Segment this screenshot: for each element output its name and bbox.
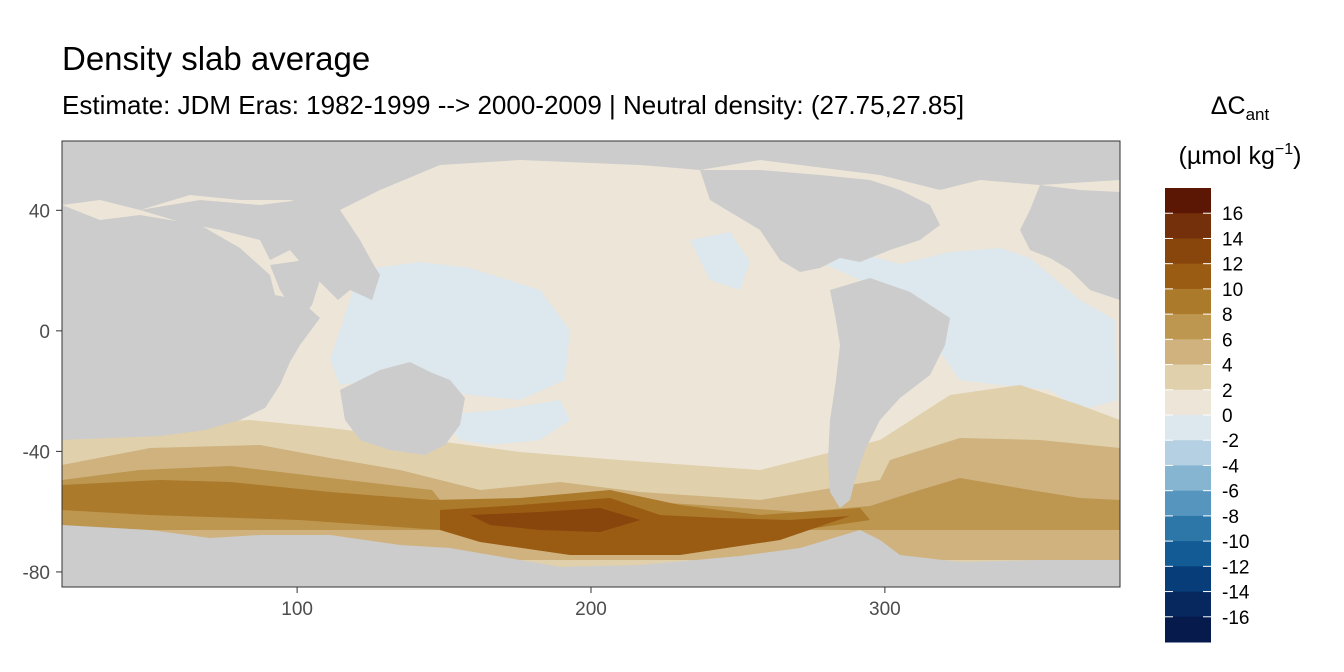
legend-swatch [1165,541,1211,567]
legend-break-label: 4 [1222,356,1233,377]
x-tick-label: 200 [575,599,607,620]
legend-break-label: -16 [1222,608,1249,629]
y-tick-label: -80 [23,563,50,584]
x-tick-label: 300 [869,599,901,620]
legend-title: ΔCant [1211,92,1270,124]
legend-break-label: 12 [1222,255,1243,276]
field-negative-atlantic [800,232,1118,410]
legend-break-label: 16 [1222,204,1243,225]
land-africa [62,205,320,440]
legend-break-label: -14 [1222,583,1250,604]
legend-swatch [1165,364,1211,391]
legend-swatch [1165,440,1211,466]
land-arctic [62,141,1120,210]
y-tick-label: 0 [39,322,50,343]
y-tick-label: 40 [29,201,50,222]
legend-break-label: -4 [1222,456,1239,477]
legend-break-label: -12 [1222,557,1249,578]
land-australia [340,362,465,455]
legend-swatch [1165,238,1211,265]
legend-swatch [1165,415,1211,441]
legend-break-label: 8 [1222,305,1233,326]
land-greenland [1000,141,1090,178]
legend: ΔCant (µmol kg−1) 16 14 12 10 8 6 4 2 0 -2 -4 -6 -8 -10… [1165,92,1301,643]
field-negative-north-pacific [690,232,750,290]
y-tick-label: -40 [23,442,50,463]
legend-unit-sup: −1 [1275,141,1293,158]
legend-swatch [1165,213,1211,239]
legend-swatch [1165,288,1211,315]
chart-title: Density slab average [62,40,371,77]
legend-break-label: 6 [1222,330,1233,351]
legend-swatch [1165,314,1211,340]
legend-swatch [1165,263,1211,290]
field-negative-south-pacific [440,400,570,445]
legend-break-label: 0 [1222,406,1233,427]
legend-unit-pre: (µmol kg [1179,142,1275,170]
legend-swatch [1165,188,1211,214]
map-layers [62,141,1120,587]
legend-break-label: 10 [1222,280,1243,301]
field-negative-west-pacific [330,262,570,400]
legend-break-label: 2 [1222,381,1233,402]
chart-subtitle: Estimate: JDM Eras: 1982-1999 --> 2000-2… [62,90,965,120]
land-antarctica [62,525,1120,587]
legend-break-label: -6 [1222,482,1239,503]
legend-unit-post: ) [1293,142,1301,170]
legend-swatch [1165,591,1211,618]
land-north-america [700,170,940,272]
legend-swatch [1165,566,1211,593]
legend-swatch [1165,515,1211,542]
field-twelve-to-fourteen-south [470,508,640,532]
legend-unit: (µmol kg−1) [1179,141,1302,170]
land-eurasia [140,200,380,300]
legend-break-label: -10 [1222,532,1249,553]
legend-title-sub: ant [1246,105,1270,124]
legend-swatch [1165,389,1211,416]
land-india [270,260,320,320]
legend-break-label: -8 [1222,507,1239,528]
legend-swatch [1165,490,1211,517]
legend-break-label: 14 [1222,229,1244,250]
legend-break-label: -2 [1222,431,1239,452]
legend-swatch [1165,339,1211,366]
land-south-america [828,278,950,508]
land-europe-west [1020,185,1120,300]
legend-swatch [1165,465,1211,492]
legend-title-main: ΔC [1211,92,1246,120]
x-tick-label: 100 [281,599,313,620]
legend-swatch [1165,616,1211,643]
